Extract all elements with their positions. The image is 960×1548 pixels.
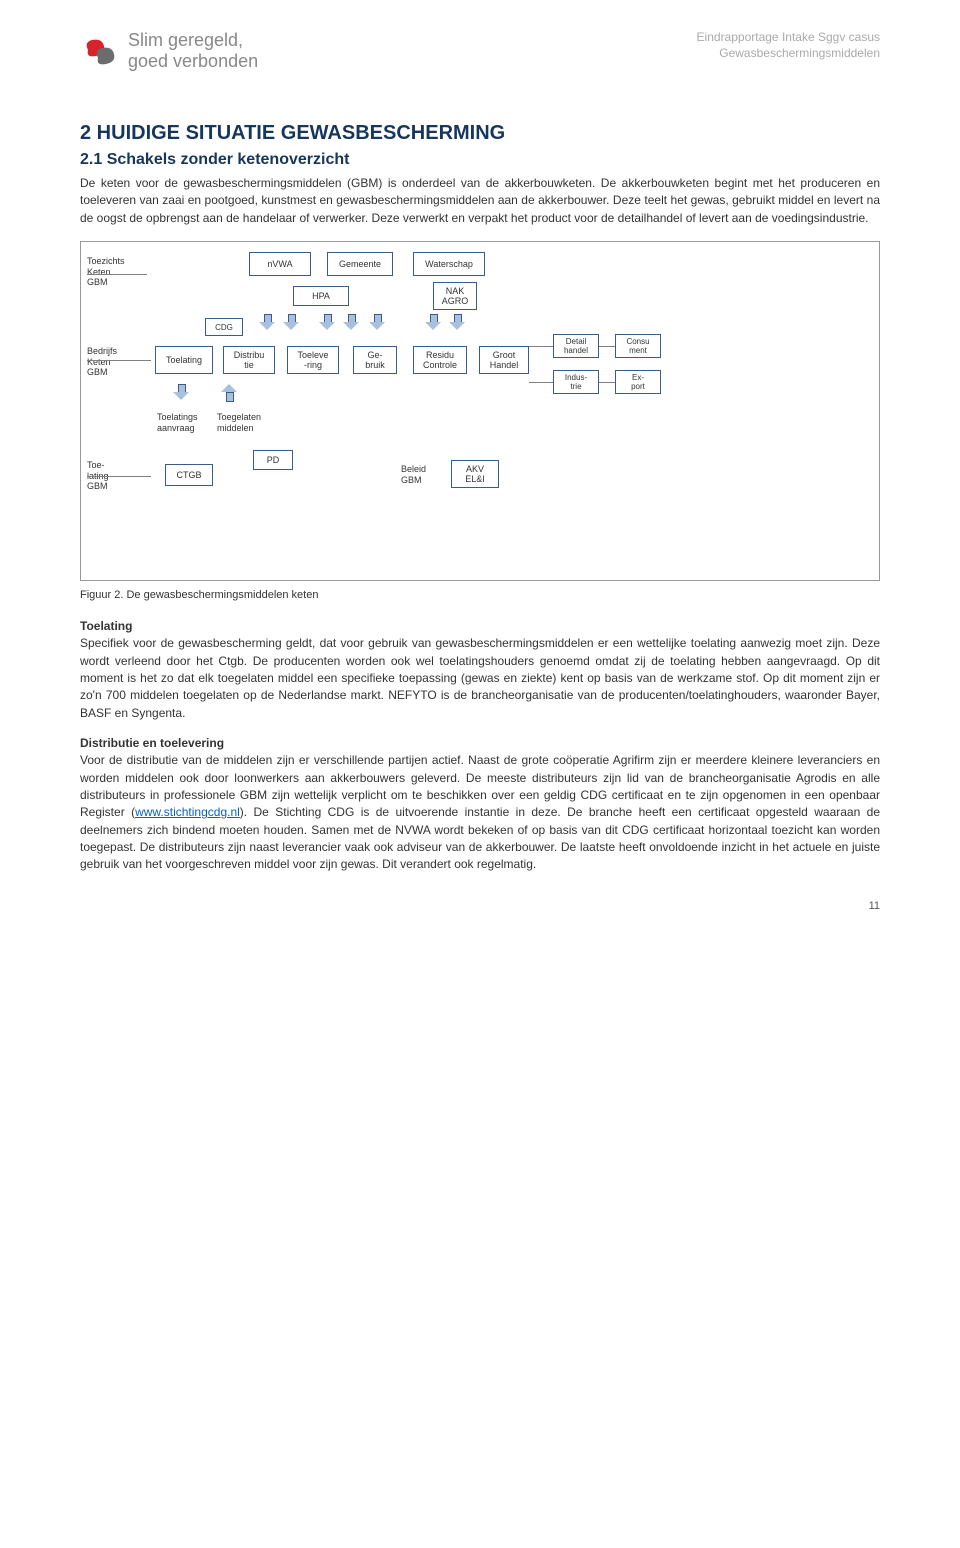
node-gemeente: Gemeente (327, 252, 393, 276)
keten-diagram: Toezichts Keten GBM nVWA Gemeente Waters… (80, 241, 880, 581)
connector (529, 346, 553, 347)
header-right-line2: Gewasbeschermingsmiddelen (697, 46, 880, 62)
node-groot-handel: Groot Handel (479, 346, 529, 374)
section-body-distributie: Voor de distributie van de middelen zijn… (80, 752, 880, 874)
node-ctgb: CTGB (165, 464, 213, 486)
page-number: 11 (869, 900, 880, 912)
heading-2: 2.1 Schakels zonder ketenoverzicht (80, 151, 880, 169)
node-pd: PD (253, 450, 293, 470)
node-cdg: CDG (205, 318, 243, 336)
node-distributie: Distribu tie (223, 346, 275, 374)
logo-line2: goed verbonden (128, 51, 258, 72)
label-beleid-gbm: Beleid GBM (401, 464, 426, 485)
connector (599, 382, 615, 383)
arrow-down-icon (449, 314, 465, 330)
heading-1: 2 HUIDIGE SITUATIE GEWASBESCHERMING (80, 122, 880, 145)
node-consument: Consu ment (615, 334, 661, 358)
node-detail-handel: Detail handel (553, 334, 599, 358)
logo-icon (80, 30, 122, 72)
node-hpa: HPA (293, 286, 349, 306)
node-residu-controle: Residu Controle (413, 346, 467, 374)
arrow-down-icon (283, 314, 299, 330)
rail-row1 (87, 274, 147, 275)
intro-paragraph: De keten voor de gewasbeschermingsmiddel… (80, 175, 880, 227)
figure-caption: Figuur 2. De gewasbeschermingsmiddelen k… (80, 589, 880, 601)
logo-text: Slim geregeld, goed verbonden (128, 30, 258, 71)
arrow-down-icon (425, 314, 441, 330)
connector (599, 346, 615, 347)
link-stichtingcdg[interactable]: www.stichtingcdg.nl (135, 805, 240, 819)
section-body-toelating: Specifiek voor de gewasbescherming geldt… (80, 635, 880, 722)
rail-row4 (87, 476, 151, 477)
node-toelating: Toelating (155, 346, 213, 374)
header-right: Eindrapportage Intake Sggv casus Gewasbe… (697, 30, 880, 61)
logo-area: Slim geregeld, goed verbonden (80, 30, 258, 72)
section-title-toelating: Toelating (80, 619, 880, 633)
arrow-down-icon (369, 314, 385, 330)
arrow-down-icon (343, 314, 359, 330)
header-right-line1: Eindrapportage Intake Sggv casus (697, 30, 880, 46)
label-toegelaten-middelen: Toegelaten middelen (217, 412, 261, 433)
node-export: Ex- port (615, 370, 661, 394)
logo-line1: Slim geregeld, (128, 30, 258, 51)
label-toelatings-aanvraag: Toelatings aanvraag (157, 412, 198, 433)
node-industrie: Indus- trie (553, 370, 599, 394)
node-gebruik: Ge- bruik (353, 346, 397, 374)
arrow-down-icon (259, 314, 275, 330)
label-bedrijfs: Bedrijfs Keten GBM (87, 346, 117, 377)
node-toelevering: Toeleve -ring (287, 346, 339, 374)
node-waterschap: Waterschap (413, 252, 485, 276)
label-toezichts: Toezichts Keten GBM (87, 256, 125, 287)
node-nvwa: nVWA (249, 252, 311, 276)
arrow-up-icon (221, 384, 237, 400)
node-akv-eli: AKV EL&I (451, 460, 499, 488)
arrow-down-icon (319, 314, 335, 330)
page-header: Slim geregeld, goed verbonden Eindrappor… (80, 30, 880, 72)
connector (529, 382, 553, 383)
arrow-down-icon (173, 384, 189, 400)
rail-row2 (87, 360, 151, 361)
section-title-distributie: Distributie en toelevering (80, 736, 880, 750)
node-nak-agro: NAK AGRO (433, 282, 477, 310)
